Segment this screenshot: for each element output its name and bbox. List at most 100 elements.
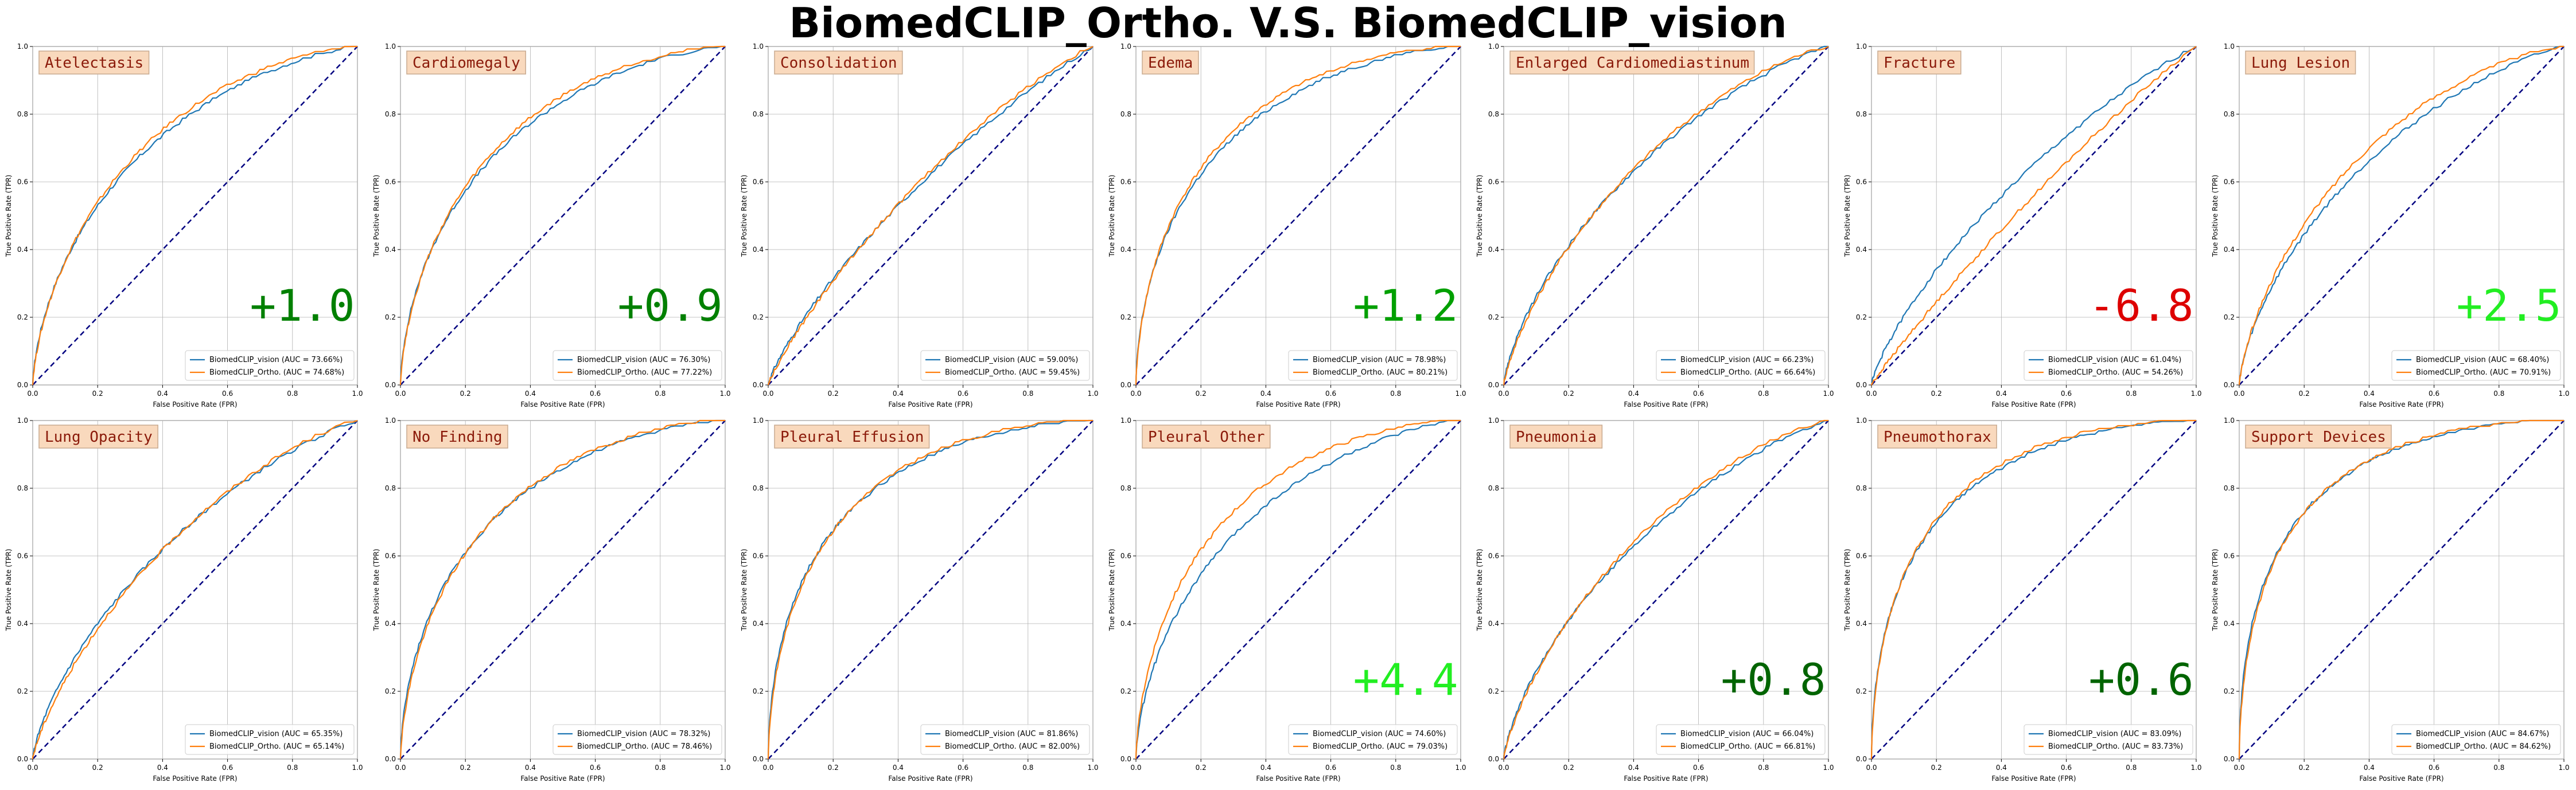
- chance-line: [1503, 420, 1829, 760]
- category-label: Atelectasis: [45, 55, 143, 72]
- legend-entry: BiomedCLIP_vision (AUC = 65.35%): [209, 730, 343, 738]
- y-tick-label: 0.8: [2224, 110, 2235, 118]
- y-tick-label: 0.0: [385, 755, 396, 763]
- y-tick-label: 0.8: [1120, 484, 1131, 492]
- legend-entry: BiomedCLIP_vision (AUC = 84.67%): [2416, 730, 2549, 738]
- y-tick-label: 0.0: [1488, 755, 1499, 763]
- category-label: Lung Opacity: [45, 429, 153, 446]
- category-label: Cardiomegaly: [413, 55, 520, 72]
- y-tick-label: 0.6: [17, 178, 28, 186]
- roc-curve-ortho: [767, 46, 1094, 386]
- y-tick-label: 0.6: [1488, 178, 1499, 186]
- y-tick-label: 0.0: [1488, 381, 1499, 389]
- y-tick-label: 0.0: [17, 755, 28, 763]
- category-label-box: [774, 50, 903, 75]
- roc-curve-vision: [2238, 45, 2564, 386]
- x-axis-label: False Positive Rate (FPR): [520, 400, 605, 408]
- y-tick-label: 0.2: [2224, 313, 2235, 321]
- y-tick-label: 0.2: [753, 687, 764, 695]
- category-label-box: [2245, 50, 2356, 75]
- x-tick-label: 0.6: [2061, 390, 2072, 398]
- panel-pleural-effusion: 0.00.0 0.2 0.2 0.4 0.4 0.6 0.6 0.8 0.8 1.0 1.0 Fals…: [740, 417, 1099, 783]
- y-tick-label: 1.0: [1120, 417, 1131, 425]
- y-tick-label: 0.6: [1856, 552, 1867, 560]
- y-tick-label: 0.2: [1856, 687, 1867, 695]
- y-tick-label: 0.6: [17, 552, 28, 560]
- x-tick-label: 0.0: [2233, 764, 2244, 772]
- panel-pleural-other: 0.00.0 0.2 0.2 0.4 0.4 0.6 0.6 0.8 0.8 1.0 1.0 Fals…: [1108, 417, 1466, 783]
- chance-line: [768, 46, 1094, 386]
- legend-entry: BiomedCLIP_Ortho. (AUC = 66.64%): [1680, 368, 1815, 377]
- x-tick-label: 0.8: [287, 764, 298, 772]
- x-tick-label: 0.2: [460, 764, 471, 772]
- chance-line: [2239, 420, 2565, 760]
- panel-pneumonia: 0.00.0 0.2 0.2 0.4 0.4 0.6 0.6 0.8 0.8 1.0 1.0 Fals…: [1476, 417, 1834, 783]
- y-tick-label: 0.4: [17, 246, 28, 254]
- roc-curve-ortho: [1871, 46, 2197, 386]
- x-axis-label: False Positive Rate (FPR): [1624, 775, 1708, 783]
- x-tick-label: 1.0: [1087, 390, 1098, 398]
- roc-curve-ortho: [1135, 419, 1461, 760]
- legend-entry: BiomedCLIP_Ortho. (AUC = 70.91%): [2416, 368, 2551, 377]
- y-tick-label: 0.2: [1120, 313, 1131, 321]
- y-axis-label: True Positive Rate (TPR): [740, 549, 748, 632]
- y-tick-label: 0.8: [1488, 110, 1499, 118]
- x-tick-label: 0.6: [222, 764, 233, 772]
- category-label-box: [1509, 425, 1603, 449]
- category-label: Pleural Other: [1148, 429, 1265, 446]
- y-tick-label: 0.4: [385, 246, 396, 254]
- panel-consolidation: 0.00.0 0.2 0.2 0.4 0.4 0.6 0.6 0.8 0.8 1.0 1.0 Fals…: [740, 42, 1099, 408]
- legend-entry: BiomedCLIP_Ortho. (AUC = 54.26%): [2048, 368, 2183, 377]
- x-tick-label: 0.8: [1022, 390, 1033, 398]
- x-axis-label: False Positive Rate (FPR): [1991, 775, 2076, 783]
- y-tick-label: 0.2: [1120, 687, 1131, 695]
- y-tick-label: 0.0: [1856, 755, 1867, 763]
- x-tick-label: 0.2: [828, 390, 839, 398]
- legend: [2391, 350, 2561, 381]
- x-tick-label: 0.8: [1022, 764, 1033, 772]
- x-tick-label: 0.0: [1130, 390, 1141, 398]
- category-label: Pneumothorax: [1884, 429, 1991, 446]
- x-tick-label: 1.0: [2558, 390, 2569, 398]
- y-tick-label: 0.6: [2224, 178, 2235, 186]
- y-tick-label: 0.2: [1488, 687, 1499, 695]
- x-tick-label: 0.6: [590, 390, 601, 398]
- category-label: No Finding: [413, 429, 503, 446]
- x-tick-label: 0.0: [762, 764, 773, 772]
- x-tick-label: 0.6: [2429, 390, 2439, 398]
- y-tick-label: 1.0: [1488, 417, 1499, 425]
- x-axis-label: False Positive Rate (FPR): [888, 775, 972, 783]
- panel-fracture: 0.00.0 0.2 0.2 0.4 0.4 0.6 0.6 0.8 0.8 1.0 1.0 Fals…: [1843, 42, 2202, 408]
- legend: [1656, 724, 1826, 755]
- x-tick-label: 0.0: [395, 390, 406, 398]
- x-tick-label: 1.0: [1823, 390, 1834, 398]
- x-tick-label: 0.4: [1628, 764, 1639, 772]
- x-tick-label: 0.8: [655, 764, 666, 772]
- y-axis-label: True Positive Rate (TPR): [1476, 549, 1484, 632]
- legend: [552, 724, 722, 755]
- category-label-box: [1509, 50, 1755, 75]
- legend-entry: BiomedCLIP_Ortho. (AUC = 66.81%): [1680, 742, 1815, 751]
- y-axis-label: True Positive Rate (TPR): [1843, 549, 1851, 632]
- y-axis-label: True Positive Rate (TPR): [2211, 175, 2219, 258]
- x-tick-label: 0.8: [1390, 390, 1401, 398]
- roc-curve-ortho: [32, 45, 357, 386]
- x-tick-label: 1.0: [1087, 764, 1098, 772]
- panel-lung-lesion: 0.00.0 0.2 0.2 0.4 0.4 0.6 0.6 0.8 0.8 1.0 1.0 Fals…: [2211, 42, 2570, 408]
- roc-curve-vision: [32, 420, 358, 760]
- x-tick-label: 0.4: [1260, 764, 1271, 772]
- legend-entry: BiomedCLIP_Ortho. (AUC = 79.03%): [1313, 742, 1447, 751]
- y-tick-label: 1.0: [385, 417, 396, 425]
- category-label-box: [38, 425, 158, 449]
- y-tick-label: 0.0: [1856, 381, 1867, 389]
- legend: [920, 724, 1090, 755]
- category-label: Enlarged Cardiomediastinum: [1516, 55, 1749, 72]
- panel-atelectasis: 0.00.0 0.2 0.2 0.4 0.4 0.6 0.6 0.8 0.8 1.0 1.0 Fals…: [5, 42, 363, 408]
- chance-line: [400, 420, 726, 760]
- category-label: Edema: [1148, 55, 1193, 72]
- y-tick-label: 0.4: [17, 620, 28, 628]
- legend-entry: BiomedCLIP_Ortho. (AUC = 80.21%): [1313, 368, 1447, 377]
- y-tick-label: 0.8: [1488, 484, 1499, 492]
- x-tick-label: 0.8: [2493, 764, 2504, 772]
- y-tick-label: 0.4: [1856, 620, 1867, 628]
